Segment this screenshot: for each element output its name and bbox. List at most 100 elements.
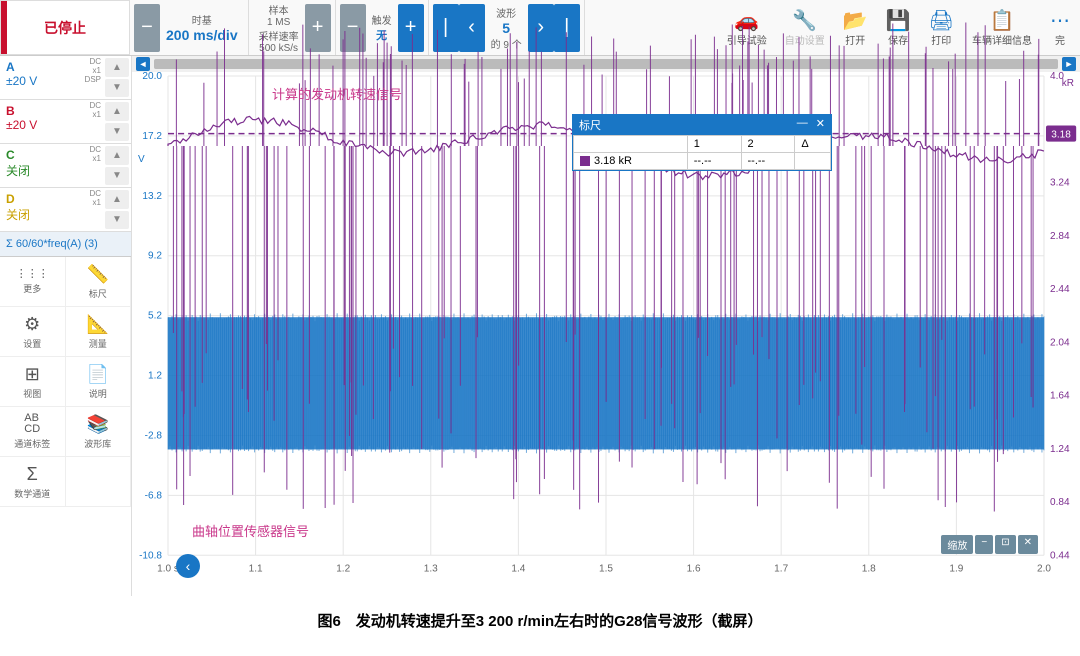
- scroll-right-button[interactable]: ►: [1062, 57, 1076, 71]
- sample-inc-button[interactable]: +: [305, 4, 331, 52]
- svg-text:13.2: 13.2: [142, 191, 162, 202]
- svg-text:3.24: 3.24: [1050, 178, 1070, 189]
- horizontal-scrollbar[interactable]: ◄ ►: [132, 56, 1080, 72]
- svg-text:-10.8: -10.8: [139, 550, 162, 561]
- tool-标尺[interactable]: 📏 标尺: [66, 257, 132, 307]
- svg-text:17.2: 17.2: [142, 131, 162, 142]
- toolbar-自动设置-button: 🔧自动设置: [785, 8, 825, 47]
- tool-波形库[interactable]: 📚波形库: [66, 407, 132, 457]
- svg-text:0.84: 0.84: [1050, 497, 1070, 508]
- toolbar-icon-label: 打印: [929, 32, 954, 47]
- tool-数学通道[interactable]: Σ 数学通道: [0, 457, 66, 507]
- toolbar-icon-label: 车辆详细信息: [972, 32, 1032, 47]
- sample-value: 1 MS: [259, 17, 299, 28]
- tool-icon: ⚙: [24, 314, 40, 335]
- channel-D[interactable]: D 关闭 DCx1 ▲ ▼: [0, 188, 131, 232]
- zoom-label-button[interactable]: 缩放: [941, 535, 973, 554]
- channel-B[interactable]: B ±20 V DCx1 ▲ ▼: [0, 100, 131, 144]
- svg-text:1.9: 1.9: [949, 563, 963, 574]
- channel-down-button[interactable]: ▼: [105, 211, 129, 230]
- svg-text:2.44: 2.44: [1050, 284, 1070, 295]
- ruler-col-blank: [574, 136, 688, 153]
- tool-label: 设置: [23, 337, 41, 350]
- svg-text:1.7: 1.7: [774, 563, 788, 574]
- left-panel: A ±20 V DCx1DSP ▲ ▼ B ±20 V DCx1 ▲ ▼ C 关…: [0, 56, 132, 596]
- timebase-value[interactable]: 200 ms/div: [166, 27, 238, 43]
- toolbar-引导试验-button[interactable]: 🚗引导试验: [727, 8, 767, 47]
- tool-icon: ⊞: [25, 364, 40, 385]
- tool-label: 标尺: [89, 287, 107, 300]
- toolbar-打开-button[interactable]: 📂打开: [843, 8, 868, 47]
- timebase-dec-button[interactable]: −: [134, 4, 160, 52]
- channel-up-button[interactable]: ▲: [105, 146, 129, 165]
- tool-icon: 📄: [87, 364, 109, 385]
- toolbar-完-button[interactable]: ⋯完: [1050, 8, 1070, 47]
- tool-视图[interactable]: ⊞视图: [0, 357, 66, 407]
- svg-text:20.0: 20.0: [142, 71, 162, 82]
- scroll-track[interactable]: [154, 59, 1058, 69]
- channel-down-button[interactable]: ▼: [105, 123, 129, 142]
- channel-name: C: [6, 148, 101, 162]
- svg-text:1.2: 1.2: [336, 563, 350, 574]
- toolbar-icon-label: 保存: [886, 32, 911, 47]
- zoom-reset-button[interactable]: ⊡: [995, 535, 1015, 554]
- tool-icon: 📚: [87, 414, 109, 435]
- scroll-thumb[interactable]: [154, 59, 1058, 69]
- ruler-col-delta: Δ: [795, 136, 831, 153]
- toolbar-actions: 🚗引导试验 🔧自动设置 📂打开 💾保存 🖨打印 📋车辆详细信息 ⋯完: [585, 0, 1080, 55]
- ruler-minimize-button[interactable]: —: [797, 117, 808, 133]
- toolbar-打印-button[interactable]: 🖨打印: [929, 8, 954, 47]
- channel-up-button[interactable]: ▲: [105, 190, 129, 209]
- trigger-mode[interactable]: 无: [372, 27, 392, 43]
- svg-text:-2.8: -2.8: [145, 430, 163, 441]
- channel-down-button[interactable]: ▼: [105, 167, 129, 186]
- toolbar-icon: 📂: [843, 8, 868, 32]
- tool-设置[interactable]: ⚙ 设置: [0, 307, 66, 357]
- zoom-control: 缩放 − ⊡ ✕: [941, 535, 1038, 554]
- ruler-col-1: 1: [687, 136, 741, 153]
- zoom-close-button[interactable]: ✕: [1018, 535, 1038, 554]
- scroll-left-button[interactable]: ◄: [136, 57, 150, 71]
- trigger-inc-button[interactable]: +: [398, 4, 424, 52]
- channel-range: 关闭: [6, 162, 101, 179]
- tool-label: 说明: [89, 387, 107, 400]
- ruler-close-button[interactable]: ✕: [816, 117, 825, 133]
- toolbar-车辆详细信息-button[interactable]: 📋车辆详细信息: [972, 8, 1032, 47]
- ruler-panel[interactable]: 标尺 — ✕ 1 2 Δ 3.18 kR --.-- --.--: [572, 114, 832, 171]
- channel-up-button[interactable]: ▲: [105, 58, 129, 77]
- channel-meta: DCx1: [89, 190, 101, 208]
- toolbar-保存-button[interactable]: 💾保存: [886, 8, 911, 47]
- tool-更多[interactable]: ⋮⋮⋮更多: [0, 257, 66, 307]
- timebase-group: − 时基 200 ms/div: [130, 0, 249, 55]
- toolbar-icon-label: 打开: [843, 32, 868, 47]
- tool-说明[interactable]: 📄 说明: [66, 357, 132, 407]
- waveform-first-button[interactable]: |: [433, 4, 459, 52]
- ruler-col-2: 2: [741, 136, 795, 153]
- svg-text:1.6: 1.6: [687, 563, 701, 574]
- zoom-out-button[interactable]: −: [975, 535, 993, 554]
- channel-up-button[interactable]: ▲: [105, 102, 129, 121]
- svg-text:2.04: 2.04: [1050, 337, 1070, 348]
- tool-label: 测量: [89, 337, 107, 350]
- figure-caption: 图6 发动机转速提升至3 200 r/min左右时的G28信号波形（截屏）: [0, 596, 1080, 645]
- waveform-next-button[interactable]: ›: [528, 4, 554, 52]
- tool-icon: ⋮⋮⋮: [16, 269, 49, 280]
- tool-label: 数学通道: [14, 487, 50, 500]
- channel-C[interactable]: C 关闭 DCx1 ▲ ▼: [0, 144, 131, 188]
- back-button[interactable]: ‹: [176, 554, 200, 578]
- math-channel-bar[interactable]: Σ 60/60*freq(A) (3): [0, 232, 131, 257]
- ruler-title: 标尺: [579, 117, 601, 133]
- tool-icon: Σ: [27, 464, 38, 485]
- tool-通道标签[interactable]: ABCD通道标签: [0, 407, 66, 457]
- tool-测量[interactable]: 📐 测量: [66, 307, 132, 357]
- channel-down-button[interactable]: ▼: [105, 79, 129, 98]
- ruler-swatch-icon: [580, 156, 590, 166]
- tool-icon: 📐: [87, 314, 109, 335]
- svg-text:3.18: 3.18: [1051, 130, 1071, 141]
- tool-icon: 📏: [87, 264, 109, 285]
- channel-A[interactable]: A ±20 V DCx1DSP ▲ ▼: [0, 56, 131, 100]
- svg-text:4.0: 4.0: [1050, 71, 1064, 82]
- waveform-current: 5: [491, 20, 522, 36]
- waveform-prev-button[interactable]: ‹: [459, 4, 485, 52]
- svg-text:5.2: 5.2: [148, 311, 162, 322]
